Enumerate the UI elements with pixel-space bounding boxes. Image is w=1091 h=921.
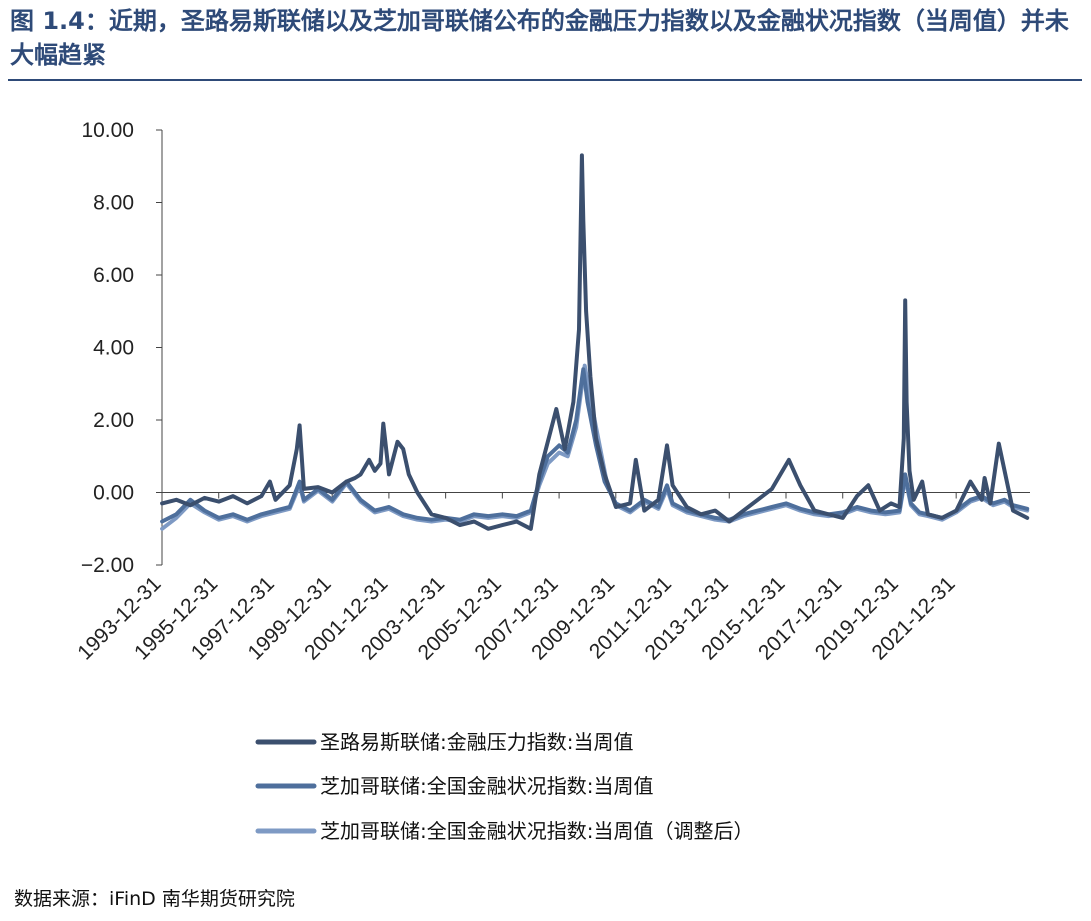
y-tick-label: −2.00 — [81, 554, 134, 577]
y-tick-label: 8.00 — [93, 192, 134, 215]
legend-label-2: 芝加哥联储:全国金融状况指数:当周值 — [320, 774, 653, 798]
y-tick-label: 6.00 — [93, 264, 134, 287]
line-chart: 10.008.006.004.002.000.00−2.00 1993-12-3… — [73, 119, 1030, 843]
legend-label-3: 芝加哥联储:全国金融状况指数:当周值（调整后） — [320, 819, 753, 843]
page-title: 图 1.4：近期，圣路易斯联储以及芝加哥联储公布的金融压力指数以及金融状况指数（… — [10, 7, 1069, 69]
plot-series — [160, 153, 1030, 531]
y-tick-label: 0.00 — [93, 482, 134, 505]
y-axis: 10.00 8.00 6.00 4.00 2.00 0.00 −2.00 — [81, 119, 163, 577]
series-line-1 — [160, 153, 1030, 531]
y-tick-label: 2.00 — [93, 409, 134, 432]
legend-label-1: 圣路易斯联储:金融压力指数:当周值 — [320, 730, 633, 754]
y-tick-label: 4.00 — [93, 337, 134, 360]
y-tick-label: 10.00 — [81, 119, 134, 142]
data-source-note: 数据来源：iFinD 南华期货研究院 — [14, 888, 295, 910]
series-line-2 — [160, 367, 1030, 524]
legend: 圣路易斯联储:金融压力指数:当周值芝加哥联储:全国金融状况指数:当周值芝加哥联储… — [255, 730, 753, 843]
title-underline — [8, 79, 1082, 81]
